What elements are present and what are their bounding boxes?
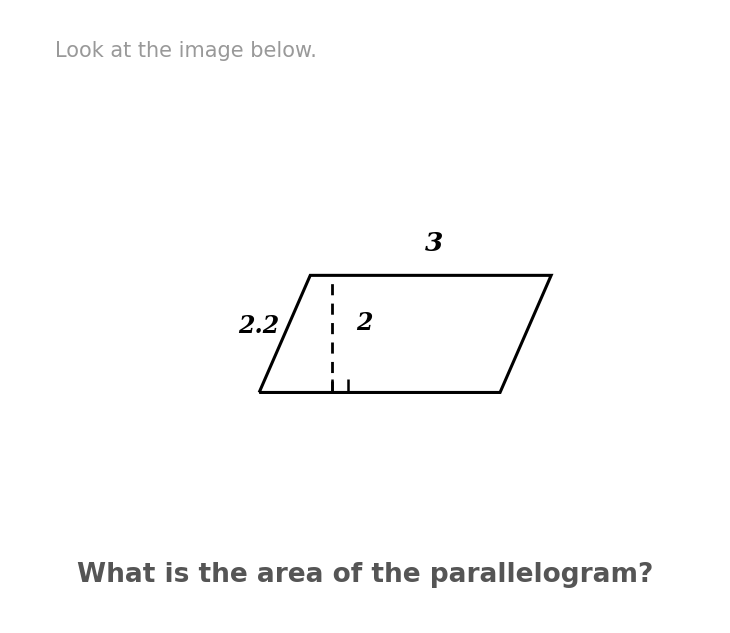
Text: What is the area of the parallelogram?: What is the area of the parallelogram? — [77, 561, 653, 588]
Text: Look at the image below.: Look at the image below. — [55, 41, 317, 61]
Text: 2.2: 2.2 — [239, 314, 280, 338]
Text: 2: 2 — [356, 311, 373, 335]
Text: 3: 3 — [425, 231, 444, 256]
